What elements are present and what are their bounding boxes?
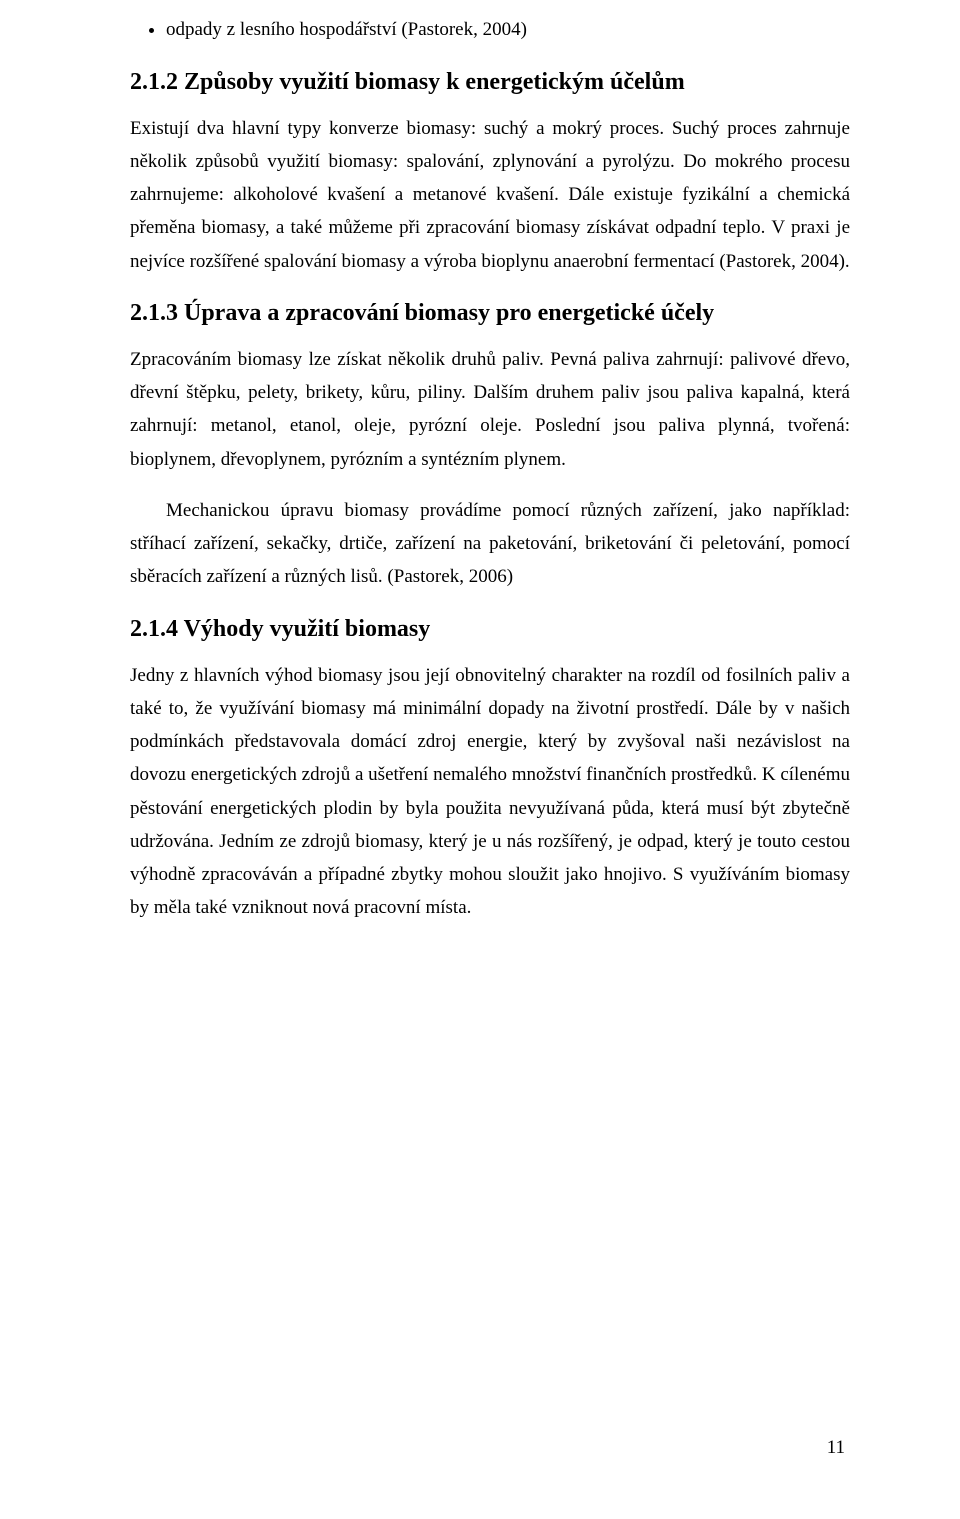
- list-item: odpady z lesního hospodářství (Pastorek,…: [166, 16, 850, 45]
- heading-2-1-4: 2.1.4 Výhody využití biomasy: [130, 616, 850, 643]
- heading-2-1-2: 2.1.2 Způsoby využití biomasy k energeti…: [130, 69, 850, 96]
- paragraph: Mechanickou úpravu biomasy provádíme pom…: [130, 494, 850, 594]
- document-page: odpady z lesního hospodářství (Pastorek,…: [0, 0, 960, 1519]
- page-number: 11: [827, 1437, 845, 1459]
- paragraph: Jedny z hlavních výhod biomasy jsou její…: [130, 659, 850, 925]
- bullet-list: odpady z lesního hospodářství (Pastorek,…: [130, 16, 850, 45]
- paragraph: Existují dva hlavní typy konverze biomas…: [130, 112, 850, 278]
- paragraph: Zpracováním biomasy lze získat několik d…: [130, 343, 850, 476]
- heading-2-1-3: 2.1.3 Úprava a zpracování biomasy pro en…: [130, 300, 850, 327]
